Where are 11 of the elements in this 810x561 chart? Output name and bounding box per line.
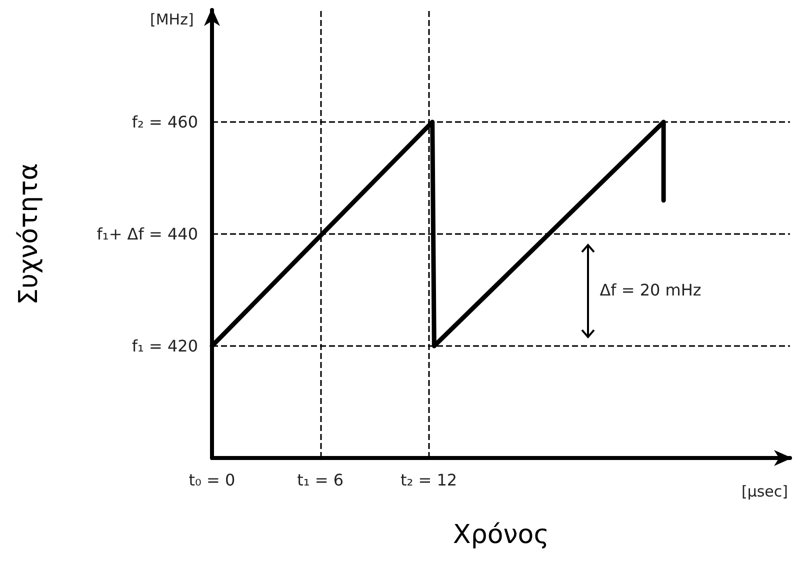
text: [MHz] (150, 10, 194, 28)
y-tick-label: f₁ = 420 (132, 336, 198, 356)
x-tick-label: t₀ = 0 (188, 470, 236, 490)
y-tick-label: f₂ = 460 (132, 112, 198, 132)
x-tick-label: t₁ = 6 (297, 470, 344, 490)
text: [μsec] (741, 482, 788, 500)
annotation: Δf = 20 mHz (600, 280, 702, 300)
y-axis-title: Συχνότητα (14, 163, 44, 305)
x-axis-title: Χρόνος (453, 520, 549, 550)
y-tick-label: f₁+ Δf = 440 (96, 224, 198, 244)
x-tick-label: t₂ = 12 (400, 470, 458, 490)
